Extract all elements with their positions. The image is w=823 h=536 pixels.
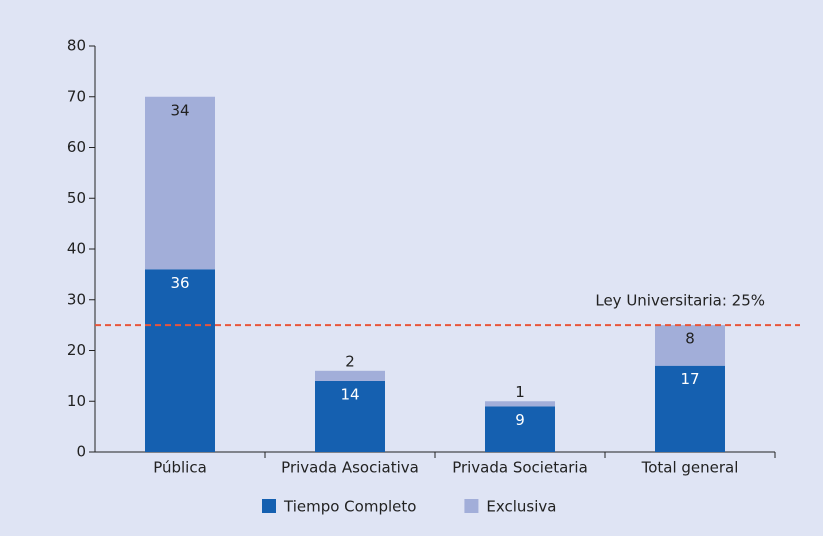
data-label: 9	[515, 411, 525, 429]
legend-label: Tiempo Completo	[283, 498, 416, 516]
data-label: 1	[515, 383, 525, 401]
y-tick-label: 80	[67, 37, 86, 55]
bar-segment	[145, 96, 215, 270]
bar-segment	[315, 370, 385, 381]
data-label: 14	[340, 385, 359, 403]
legend-label: Exclusiva	[486, 498, 556, 516]
x-tick-label: Pública	[153, 459, 207, 477]
bar-segment	[145, 269, 215, 452]
legend-swatch	[262, 499, 276, 513]
bar-segment	[485, 401, 555, 407]
x-tick-label: Total general	[641, 459, 739, 477]
x-tick-label: Privada Asociativa	[281, 459, 419, 477]
y-tick-label: 70	[67, 87, 86, 105]
bar-segment	[655, 325, 725, 366]
data-label: 8	[685, 330, 695, 348]
x-tick-label: Privada Societaria	[452, 459, 588, 477]
y-tick-label: 20	[67, 341, 86, 359]
legend-swatch	[464, 499, 479, 513]
data-label: 17	[680, 370, 699, 388]
y-tick-label: 30	[67, 290, 86, 308]
bar-segment	[315, 380, 385, 452]
y-tick-label: 60	[67, 138, 86, 156]
bar-segment	[655, 365, 725, 452]
bar-segment	[485, 406, 555, 452]
y-tick-label: 0	[76, 443, 86, 461]
y-tick-label: 40	[67, 240, 86, 258]
reference-label: Ley Universitaria: 25%	[595, 292, 765, 310]
data-label: 2	[345, 352, 355, 370]
y-tick-label: 10	[67, 392, 86, 410]
data-label: 34	[170, 101, 189, 119]
data-label: 36	[170, 274, 189, 292]
y-tick-label: 50	[67, 189, 86, 207]
